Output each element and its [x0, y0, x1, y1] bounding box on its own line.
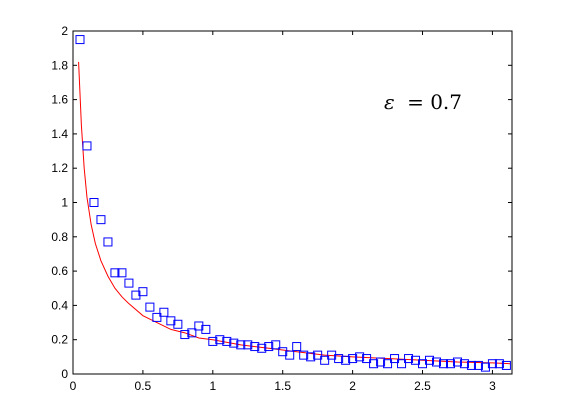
data-point: [473, 360, 483, 370]
data-point: [222, 336, 232, 346]
data-point: [425, 355, 435, 365]
data-point: [376, 357, 386, 367]
y-tick-label: 0.2: [51, 333, 68, 347]
data-point: [103, 237, 113, 247]
data-point: [487, 359, 497, 369]
y-tick-label: 1: [61, 196, 68, 210]
data-point: [452, 357, 462, 367]
data-point: [229, 338, 239, 348]
data-point: [201, 324, 211, 334]
data-point: [466, 360, 476, 370]
data-point: [82, 141, 92, 151]
data-point: [145, 302, 155, 312]
data-point: [166, 316, 176, 326]
y-tick-label: 0.4: [51, 298, 68, 312]
data-point: [110, 268, 120, 278]
data-point: [96, 215, 106, 225]
x-tick-label: 0: [70, 379, 77, 393]
data-point: [75, 35, 85, 45]
data-point: [236, 340, 246, 350]
data-point: [215, 335, 225, 345]
data-point: [494, 359, 504, 369]
x-tick-label: 3: [489, 379, 496, 393]
data-point: [117, 268, 127, 278]
annotation-text: = 0.7: [407, 90, 462, 114]
data-point: [278, 347, 288, 357]
data-point: [327, 350, 337, 360]
data-point: [194, 321, 204, 331]
annotation-symbol: ε: [384, 90, 395, 114]
data-point: [271, 340, 281, 350]
data-point: [334, 354, 344, 364]
data-point: [152, 312, 162, 322]
data-point: [480, 362, 490, 372]
x-tick-label: 2: [349, 379, 356, 393]
y-tick-label: 1.4: [51, 127, 68, 141]
data-point: [348, 354, 358, 364]
x-tick-label: 0.5: [135, 379, 152, 393]
data-markers: [75, 35, 511, 372]
data-point: [404, 354, 414, 364]
plot-background: [73, 31, 512, 374]
y-tick-label: 0.6: [51, 264, 68, 278]
data-point: [285, 350, 295, 360]
data-point: [445, 359, 455, 369]
data-point: [362, 354, 372, 364]
fit-curve: [78, 61, 511, 365]
data-point: [432, 357, 442, 367]
data-point: [250, 342, 260, 352]
data-point: [173, 319, 183, 329]
data-point: [459, 359, 469, 369]
plot-frame: [72, 30, 513, 375]
data-point: [411, 355, 421, 365]
data-point: [320, 355, 330, 365]
data-point: [180, 330, 190, 340]
y-axis-ticks: 0 0.2 0.4 0.6 0.8 1 1.2 1.4 1.6 1.8 2: [51, 24, 512, 381]
y-tick-label: 2: [61, 24, 68, 38]
data-point: [292, 342, 302, 352]
data-point: [397, 359, 407, 369]
data-point: [306, 352, 316, 362]
data-point: [383, 359, 393, 369]
data-point: [438, 359, 448, 369]
data-point: [299, 350, 309, 360]
x-tick-label: 2.5: [414, 379, 431, 393]
data-point: [418, 359, 428, 369]
data-point: [369, 359, 379, 369]
x-tick-label: 1: [209, 379, 216, 393]
data-point: [390, 354, 400, 364]
data-point: [501, 360, 511, 370]
data-point: [208, 336, 218, 346]
x-axis-ticks: 0 0.5 1 1.5 2 2.5 3: [70, 31, 496, 393]
data-point: [243, 340, 253, 350]
y-tick-label: 1.8: [51, 58, 68, 72]
y-tick-label: 1.6: [51, 93, 68, 107]
data-point: [341, 355, 351, 365]
x-tick-label: 1.5: [274, 379, 291, 393]
data-point: [138, 287, 148, 297]
data-point: [159, 307, 169, 317]
y-tick-label: 1.2: [51, 161, 68, 175]
data-point: [264, 342, 274, 352]
annotation-epsilon: ε = 0.7: [384, 90, 462, 114]
y-tick-label: 0: [61, 367, 68, 381]
data-point: [131, 290, 141, 300]
data-point: [124, 278, 134, 288]
y-tick-label: 0.8: [51, 230, 68, 244]
data-point: [313, 350, 323, 360]
data-point: [355, 352, 365, 362]
data-point: [187, 328, 197, 338]
data-point: [257, 343, 267, 353]
data-point: [89, 198, 99, 207]
